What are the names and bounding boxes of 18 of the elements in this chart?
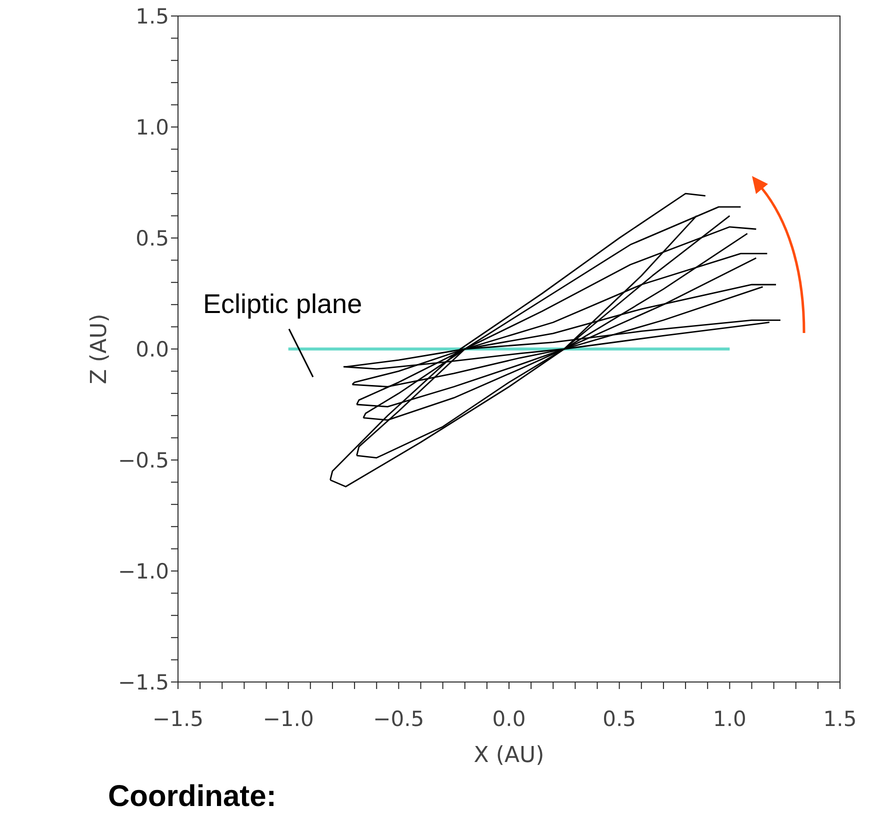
x-tick-label: −1.0 xyxy=(262,706,314,731)
y-tick-label: −1.0 xyxy=(118,559,169,584)
annotation: Ecliptic plane xyxy=(203,289,362,319)
x-tick-label: 0.5 xyxy=(602,706,636,731)
y-tick-label: 0.5 xyxy=(136,226,169,250)
x-tick-label: 1.0 xyxy=(712,706,746,731)
x-tick-label: 1.5 xyxy=(823,706,857,731)
text: Coordinate: xyxy=(108,780,276,814)
y-tick-label: −1.5 xyxy=(118,670,169,694)
x-tick-label: 0.0 xyxy=(492,706,526,731)
x-tick-label: −0.5 xyxy=(373,706,424,731)
x-axis-title: X (AU) xyxy=(474,743,544,768)
y-tick-label: 1.0 xyxy=(136,115,169,140)
y-tick-label: 0.0 xyxy=(136,337,169,362)
x-tick-label: −1.5 xyxy=(152,706,204,731)
y-axis-title: Z (AU) xyxy=(86,314,112,384)
y-tick-label: 1.5 xyxy=(136,4,169,28)
y-tick-label: −0.5 xyxy=(118,448,169,472)
